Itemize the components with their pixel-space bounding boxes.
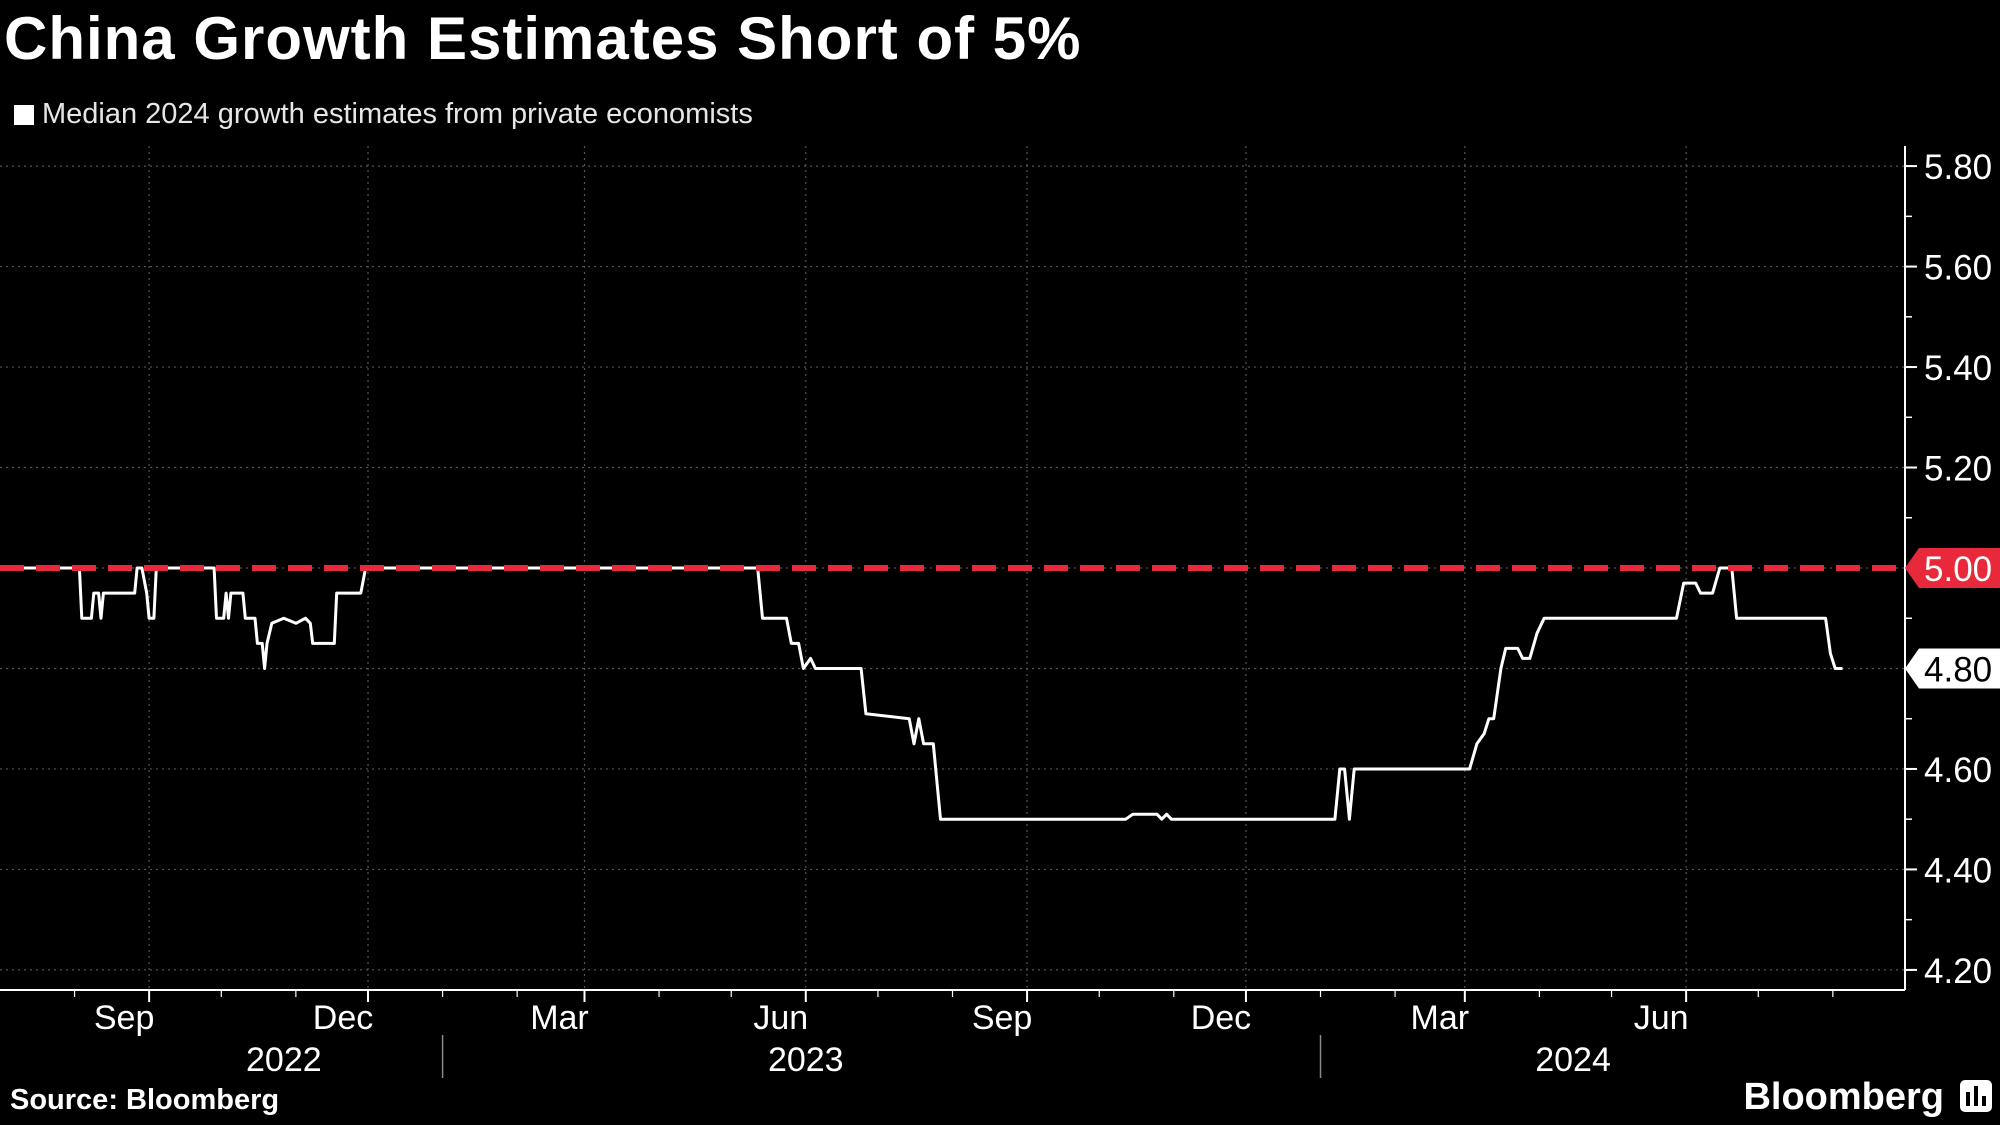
- y-tick-label: 4.60: [1924, 751, 1992, 790]
- x-tick-label: Sep: [94, 999, 155, 1037]
- last-value-tag-label: 4.80: [1924, 650, 1992, 689]
- y-tick-label: 4.20: [1924, 952, 1992, 991]
- y-tick-label: 5.40: [1924, 349, 1992, 388]
- year-label: 2023: [768, 1041, 844, 1079]
- year-label: 2024: [1535, 1041, 1611, 1079]
- x-tick-label: Jun: [1634, 999, 1689, 1037]
- y-tick-label: 4.40: [1924, 851, 1992, 890]
- last-value-tag: 4.80: [1905, 648, 2000, 689]
- legend-label: Median 2024 growth estimates from privat…: [42, 98, 753, 130]
- series-line: [0, 566, 1843, 821]
- y-tick-label: 5.60: [1924, 249, 1992, 288]
- x-tick-label: Sep: [972, 999, 1033, 1037]
- source-note: Source: Bloomberg: [10, 1084, 280, 1116]
- y-tick-label: 5.80: [1924, 148, 1992, 187]
- y-tick-label: 5.20: [1924, 450, 1992, 489]
- reference-tag-label: 5.00: [1924, 550, 1992, 589]
- x-tick-label: Mar: [530, 999, 589, 1037]
- x-tick-label: Dec: [313, 999, 373, 1037]
- last-value-tag-shape: [1905, 648, 2000, 689]
- legend-swatch: [14, 104, 34, 125]
- reference-tag-shape: [1905, 548, 2000, 588]
- year-label: 2022: [246, 1041, 322, 1079]
- x-tick-label: Mar: [1411, 999, 1470, 1037]
- legend: Median 2024 growth estimates from privat…: [14, 98, 753, 131]
- x-tick-label: Jun: [753, 999, 808, 1037]
- bloomberg-terminal-icon: [1960, 1080, 1992, 1112]
- reference-value-tag: 5.00: [1905, 548, 2000, 589]
- bloomberg-logo: Bloomberg: [1743, 1076, 1944, 1118]
- x-tick-label: Dec: [1191, 999, 1251, 1037]
- chart-title: China Growth Estimates Short of 5%: [4, 5, 1082, 72]
